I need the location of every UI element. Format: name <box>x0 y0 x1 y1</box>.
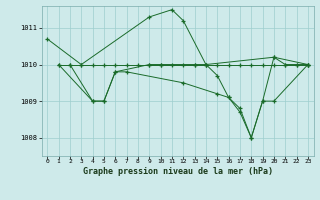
X-axis label: Graphe pression niveau de la mer (hPa): Graphe pression niveau de la mer (hPa) <box>83 167 273 176</box>
